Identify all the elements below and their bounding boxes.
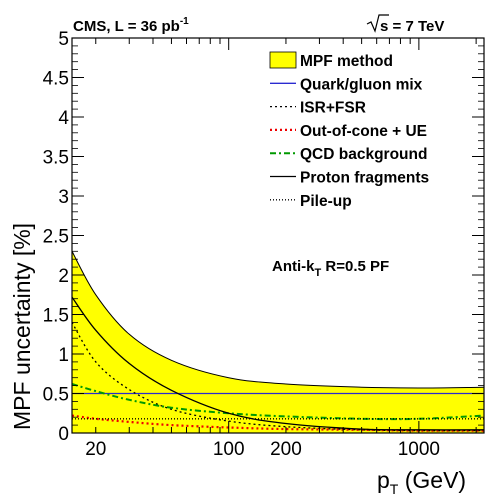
x-tick-label: 200 <box>270 439 302 460</box>
x-axis-label-sub: T <box>390 481 399 495</box>
y-tick-label: 2.5 <box>43 227 69 248</box>
y-tick-label: 3.5 <box>43 148 69 169</box>
y-tick-label: 3 <box>58 187 69 208</box>
header-left-sup: -1 <box>180 16 189 27</box>
x-axis-label: pT (GeV) <box>377 467 466 495</box>
annotation-pre: Anti-k <box>272 258 315 275</box>
x-axis-label-rest: (GeV) <box>398 467 466 493</box>
series-line-3 <box>72 414 484 432</box>
y-tick-label: 4.5 <box>43 69 69 90</box>
legend-label: QCD background <box>300 146 427 163</box>
legend: MPF method Quark/gluon mix ISR+FSR Out-of-c… <box>269 51 429 210</box>
header-right: s = 7 TeV <box>366 14 444 35</box>
y-tick-label: 0.5 <box>43 385 69 406</box>
legend-label: Out-of-cone + UE <box>300 123 427 140</box>
legend-label: ISR+FSR <box>300 100 366 117</box>
legend-label: MPF method <box>300 53 393 70</box>
axes: 0 0.5 1 1.5 2 2.5 3 3.5 4 4.5 5 20 100 200 1000 <box>43 29 485 460</box>
header-right-rest: = 7 TeV <box>388 18 444 35</box>
legend-swatch-band <box>269 51 297 69</box>
svg-text:s = 7 TeV: s = 7 TeV <box>380 18 444 35</box>
annotation-sub: T <box>315 267 322 279</box>
legend-label: Quark/gluon mix <box>300 76 423 93</box>
y-tick-label: 2 <box>58 266 69 287</box>
annotation-post: R=0.5 PF <box>321 258 389 275</box>
x-tick-label: 20 <box>85 439 106 460</box>
band-mpf-method <box>72 251 484 433</box>
x-tick-label: 1000 <box>398 439 440 460</box>
y-tick-label: 1 <box>58 345 69 366</box>
band-mpf-method-edge <box>72 251 484 389</box>
x-axis-label-main: p <box>377 467 390 493</box>
y-tick-label: 4 <box>58 108 69 129</box>
header-left-main: CMS, L = 36 pb <box>73 18 180 35</box>
algorithm-annotation: Anti-kT R=0.5 PF <box>272 258 389 279</box>
legend-label: Proton fragments <box>300 170 429 187</box>
x-tick-label: 100 <box>213 439 245 460</box>
legend-label: Pile-up <box>300 193 352 210</box>
series-line-5 <box>72 296 484 431</box>
plot-area <box>72 251 484 433</box>
y-tick-label: 1.5 <box>43 306 69 327</box>
header-left: CMS, L = 36 pb-1 <box>73 16 189 35</box>
header-right-root: s <box>380 18 388 35</box>
sqrt-sign <box>366 14 389 33</box>
y-axis-label: MPF uncertainty [%] <box>9 223 35 430</box>
y-tick-label: 0 <box>58 424 69 445</box>
y-tick-label: 5 <box>58 29 69 50</box>
